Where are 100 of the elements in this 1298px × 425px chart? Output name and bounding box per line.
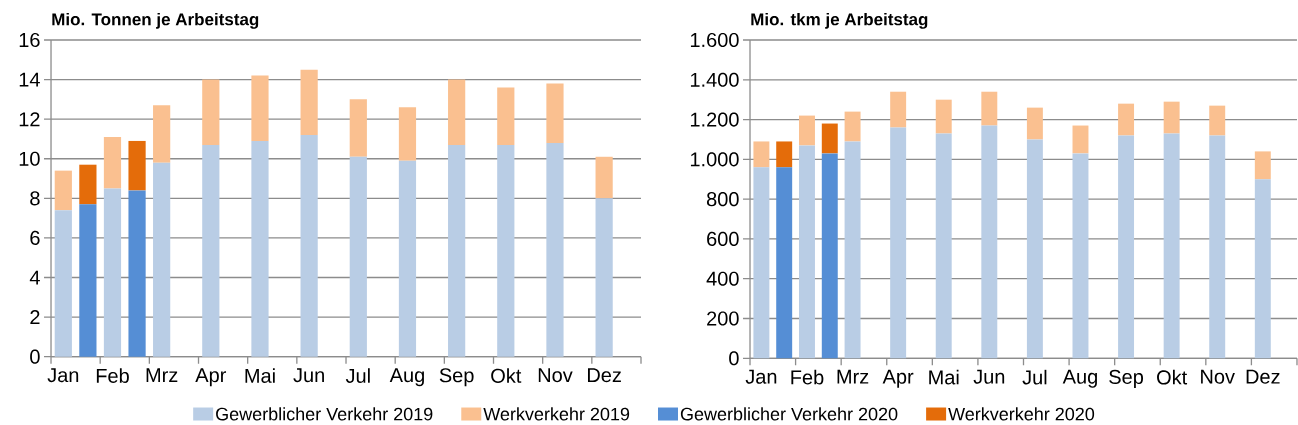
bar: [981, 125, 998, 359]
bar: [595, 156, 613, 199]
bar: [103, 136, 122, 189]
bar: [128, 140, 146, 191]
y-tick-label: 8: [30, 191, 40, 206]
bar: [821, 123, 838, 154]
x-tick-label: Okt: [491, 368, 522, 383]
x-tick-label: Jul: [345, 368, 370, 383]
bar: [128, 190, 146, 357]
bar: [251, 140, 269, 357]
y-tick-label: 800: [706, 192, 739, 207]
x-tick-label: Mrz: [837, 369, 869, 384]
x-tick-label: Dez: [1246, 369, 1280, 384]
bar: [398, 160, 417, 357]
y-tick-label: 200: [707, 311, 739, 326]
bar: [448, 79, 466, 145]
y-tick-label: 0: [30, 349, 40, 364]
bar: [1072, 153, 1089, 359]
x-tick-label: Feb: [791, 369, 824, 385]
y-tick-label: 1.600: [690, 32, 739, 48]
x-tick-label: Sep: [1109, 369, 1144, 388]
bar: [54, 210, 72, 357]
x-tick-label: Apr: [195, 368, 227, 387]
bar: [799, 145, 815, 359]
bar: [1209, 105, 1226, 136]
bar: [1209, 135, 1226, 359]
legend-label: Gewerblicher Verkehr 2019: [216, 407, 433, 421]
x-tick-label: Jun: [293, 368, 324, 383]
x-tick-label: Sep: [439, 368, 474, 387]
bar: [497, 87, 515, 145]
bar: [79, 164, 97, 205]
bar: [890, 91, 907, 128]
x-tick-label: Aug: [1062, 369, 1097, 388]
bar: [300, 69, 318, 135]
bar: [1254, 151, 1271, 180]
y-tick-label: 0: [729, 351, 739, 366]
bar: [300, 135, 318, 357]
y-tick-label: 14: [19, 72, 40, 87]
bar: [153, 162, 171, 357]
x-tick-label: Jun: [973, 369, 1005, 384]
y-tick-label: 2: [30, 310, 40, 325]
bar: [54, 170, 72, 211]
x-tick-label: Jan: [745, 369, 777, 384]
x-tick-label: Aug: [389, 368, 424, 387]
bar: [799, 115, 815, 146]
bar: [844, 111, 861, 142]
bar: [1118, 135, 1135, 359]
x-tick-label: Apr: [882, 369, 914, 388]
bar: [935, 99, 952, 134]
x-tick-label: Nov: [538, 368, 573, 383]
y-tick-label: 400: [706, 271, 739, 286]
x-tick-label: Mai: [929, 369, 959, 385]
bar: [1254, 179, 1271, 359]
bar: [349, 99, 367, 157]
x-tick-label: Nov: [1201, 369, 1235, 384]
bar: [1026, 107, 1043, 140]
bar: [79, 204, 97, 357]
bar: [981, 91, 998, 126]
y-axis-title: Mio. tkm je Arbeitstag: [751, 12, 928, 29]
bar: [776, 141, 793, 168]
y-tick-label: 4: [29, 270, 40, 285]
y-tick-label: 600: [707, 231, 739, 246]
y-tick-label: 1.000: [690, 152, 739, 167]
y-tick-label: 1.400: [690, 72, 739, 87]
bar: [753, 141, 770, 168]
bar: [821, 153, 838, 359]
bar: [1026, 139, 1043, 359]
bar: [497, 144, 515, 357]
legend-label: Werkverkehr 2020: [948, 407, 1095, 421]
bar: [202, 79, 220, 145]
bar: [844, 141, 861, 359]
y-axis-title: Mio. Tonnen je Arbeitstag: [52, 12, 259, 29]
bar: [251, 75, 269, 141]
x-tick-label: Mai: [245, 368, 275, 383]
bar: [202, 144, 220, 357]
bar: [1163, 101, 1180, 134]
x-tick-label: Dez: [588, 368, 621, 383]
bar: [1163, 133, 1180, 359]
x-tick-label: Mrz: [146, 368, 178, 382]
legend-label: Gewerblicher Verkehr 2020: [680, 407, 898, 421]
y-tick-label: 6: [30, 230, 40, 245]
bar: [448, 144, 466, 357]
bar: [546, 142, 564, 357]
y-tick-label: 10: [19, 151, 40, 166]
y-tick-label: 1.200: [690, 112, 739, 127]
legend-label: Werkverkehr 2019: [483, 407, 630, 421]
x-tick-label: Jul: [1022, 369, 1047, 385]
y-tick-label: 16: [19, 32, 40, 48]
bar: [1072, 125, 1089, 154]
bar: [349, 156, 367, 357]
bar: [776, 167, 793, 359]
bar: [935, 133, 952, 359]
bar: [103, 188, 122, 357]
y-tick-label: 12: [19, 112, 40, 127]
bar: [1118, 103, 1135, 136]
bar: [153, 105, 171, 163]
bar: [546, 83, 564, 143]
x-tick-label: Feb: [96, 368, 129, 383]
bar: [398, 107, 417, 161]
x-tick-label: Jan: [47, 368, 79, 383]
